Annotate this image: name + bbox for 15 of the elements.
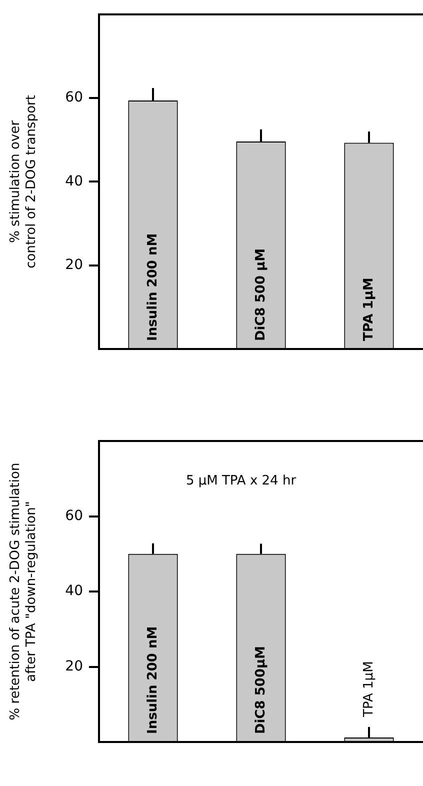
x-tick-label: Insulin 200 nM xyxy=(145,626,160,734)
y-tick-label: 20 xyxy=(65,658,84,674)
x-tick-label: DiC8 500 µM xyxy=(253,248,268,341)
annotation: 5 µM TPA x 24 hr xyxy=(186,473,297,488)
y-axis-title: % retention of acute 2-DOG stimulation after TPA "down-regulation" xyxy=(8,462,39,720)
x-tick-label: TPA 1µM xyxy=(361,661,376,718)
y-axis-title: % stimulation over control of 2-DOG transport xyxy=(8,95,39,268)
x-tick-label: DiC8 500µM xyxy=(253,646,268,734)
y-tick-label: 40 xyxy=(65,583,84,600)
y-tick-label: 40 xyxy=(65,173,84,190)
y-tick-label: 60 xyxy=(65,90,84,106)
x-tick-label: TPA 1µM xyxy=(361,278,376,341)
y-tick-label: 20 xyxy=(65,256,84,273)
y-tick-label: 60 xyxy=(65,508,84,524)
x-tick-label: Insulin 200 nM xyxy=(145,233,160,341)
